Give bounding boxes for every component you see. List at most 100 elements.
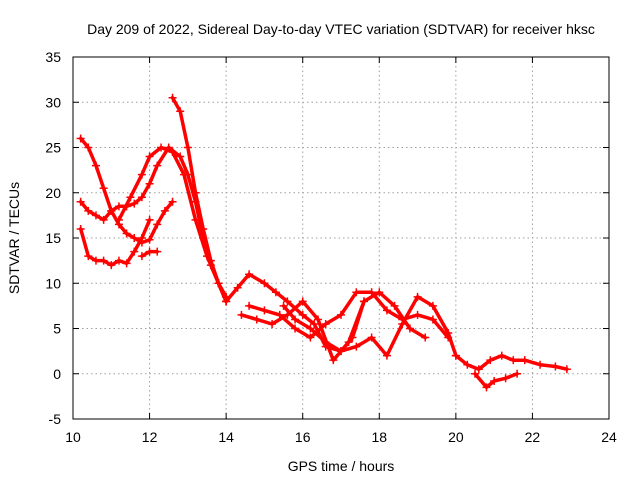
data-point-marker — [91, 256, 100, 265]
data-point-marker — [160, 206, 169, 215]
data-point-marker — [153, 161, 162, 170]
data-point-marker — [145, 152, 154, 161]
data-point-marker — [291, 324, 300, 333]
data-point-marker — [260, 279, 269, 288]
data-point-marker — [482, 383, 491, 392]
series-line — [170, 95, 228, 304]
data-point-marker — [321, 319, 330, 328]
data-point-marker — [513, 369, 522, 378]
data-point-marker — [413, 310, 422, 319]
series-line — [78, 136, 175, 245]
data-point-marker — [137, 193, 146, 202]
data-point-marker — [314, 315, 323, 324]
data-point-marker — [107, 206, 116, 215]
data-point-marker — [306, 324, 315, 333]
data-point-marker — [237, 310, 246, 319]
data-point-marker — [99, 184, 108, 193]
data-point-marker — [283, 297, 292, 306]
series-arc-10 — [279, 292, 460, 360]
x-tick-label: 18 — [371, 429, 387, 445]
data-point-marker — [153, 247, 162, 256]
data-point-marker — [562, 365, 571, 374]
data-point-marker — [268, 319, 277, 328]
data-point-marker — [398, 319, 407, 328]
data-point-marker — [428, 301, 437, 310]
data-point-marker — [84, 143, 93, 152]
series-line — [117, 145, 228, 299]
data-point-marker — [145, 235, 154, 244]
data-point-marker — [76, 197, 85, 206]
data-point-marker — [337, 347, 345, 356]
series-arc-5 — [168, 93, 231, 306]
y-tick-label: 30 — [45, 94, 61, 110]
x-tick-label: 16 — [295, 429, 311, 445]
data-point-marker — [157, 143, 166, 152]
data-point-marker — [501, 374, 510, 383]
data-point-marker — [390, 301, 399, 310]
data-point-marker — [114, 256, 123, 265]
chart-title: Day 209 of 2022, Sidereal Day-to-day VTE… — [87, 21, 595, 37]
data-point-marker — [298, 297, 307, 306]
data-point-marker — [122, 259, 131, 268]
x-axis-label: GPS time / hours — [288, 458, 395, 474]
data-point-marker — [122, 229, 131, 238]
series-arc-12 — [471, 369, 522, 392]
data-point-marker — [310, 319, 319, 328]
data-point-marker — [222, 297, 231, 306]
data-point-marker — [375, 288, 384, 297]
data-point-marker — [145, 179, 154, 188]
y-tick-label: 10 — [45, 275, 61, 291]
y-tick-label: 20 — [45, 185, 61, 201]
series-arc-8 — [237, 288, 430, 365]
data-point-marker — [352, 288, 361, 297]
data-point-marker — [214, 279, 223, 288]
series-line — [78, 218, 152, 267]
data-point-marker — [344, 338, 353, 347]
data-point-marker — [291, 315, 300, 324]
data-point-marker — [183, 143, 192, 152]
data-point-marker — [321, 338, 330, 347]
data-point-marker — [486, 356, 495, 365]
y-tick-label: -5 — [49, 411, 62, 427]
data-point-marker — [260, 306, 269, 315]
data-point-marker — [176, 107, 185, 116]
data-point-marker — [382, 351, 391, 360]
grid-layer — [73, 57, 609, 419]
data-point-marker — [474, 365, 483, 374]
data-point-marker — [130, 234, 139, 242]
data-point-marker — [367, 288, 376, 297]
series-arc-4 — [137, 247, 162, 261]
y-tick-label: 0 — [53, 366, 61, 382]
data-point-marker — [306, 333, 315, 342]
data-point-marker — [520, 356, 529, 365]
data-point-marker — [497, 351, 506, 360]
ticks-layer: 10 12 14 16 18 20 22 24 -5 0 5 10 15 20 25 30 35 — [45, 49, 617, 445]
data-point-marker — [84, 206, 93, 215]
series-line — [454, 353, 569, 371]
data-point-marker — [76, 134, 85, 143]
data-point-marker — [203, 252, 211, 261]
data-point-marker — [551, 362, 560, 371]
series-arc-3 — [76, 215, 154, 270]
data-point-marker — [168, 197, 177, 206]
data-point-marker — [176, 152, 185, 161]
data-point-marker — [367, 333, 376, 342]
data-point-marker — [99, 215, 108, 224]
data-point-marker — [153, 220, 162, 229]
data-point-marker — [168, 93, 177, 102]
data-point-marker — [463, 360, 472, 369]
data-point-marker — [421, 333, 430, 342]
data-point-marker — [359, 297, 368, 306]
data-point-marker — [444, 329, 453, 338]
data-point-marker — [76, 224, 85, 233]
data-point-marker — [509, 356, 518, 365]
data-point-marker — [137, 234, 146, 242]
data-point-marker — [329, 356, 338, 365]
x-tick-label: 14 — [218, 429, 234, 445]
data-point-marker — [191, 215, 200, 224]
x-tick-label: 22 — [525, 429, 541, 445]
data-point-marker — [352, 342, 361, 351]
data-point-marker — [471, 369, 479, 378]
data-point-marker — [428, 315, 437, 324]
